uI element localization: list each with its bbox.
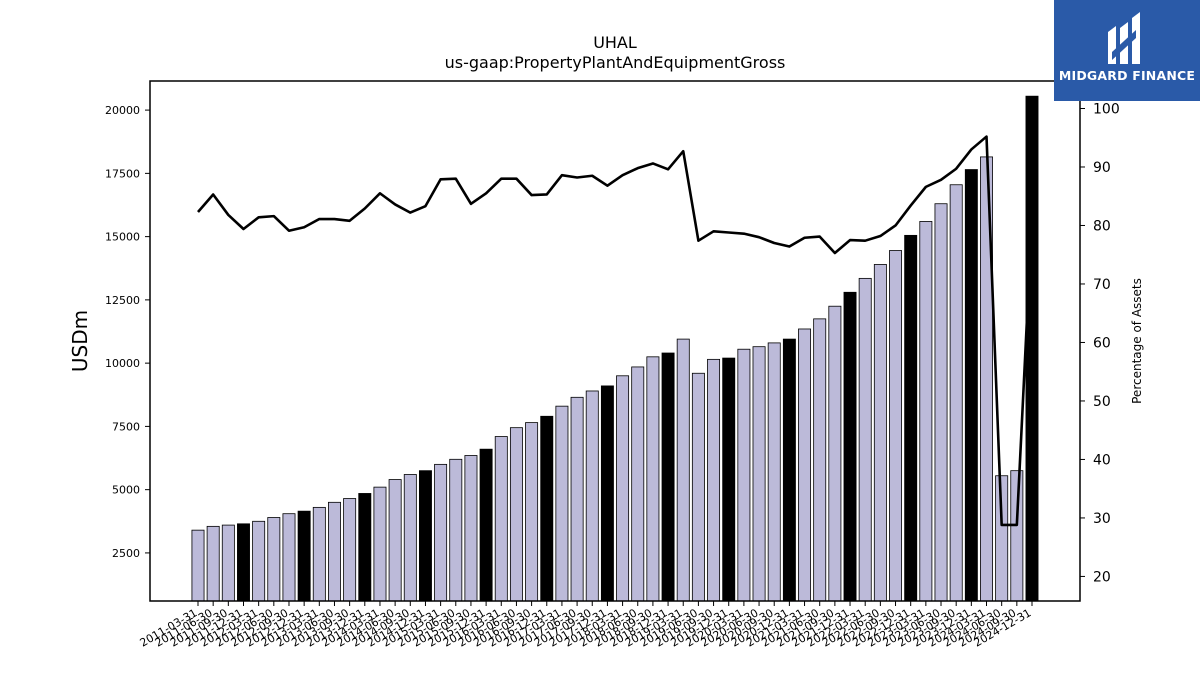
bar-2021-09-30 — [828, 305, 842, 602]
bar-2015-03-31 — [434, 463, 448, 602]
y-tick-label-right: 60 — [1093, 335, 1111, 351]
y-tick-label-left: 20000 — [105, 104, 140, 117]
bar-2022-09-30 — [889, 250, 902, 602]
bar-2019-12-31 — [722, 357, 736, 602]
bar-2019-06-30 — [691, 372, 705, 602]
bar-2019-03-31 — [676, 338, 690, 602]
bar-2022-12-31 — [904, 234, 918, 602]
bar-2017-06-30 — [570, 396, 584, 602]
logo-mark-icon — [1108, 12, 1140, 64]
y-tick-label-right: 30 — [1093, 511, 1111, 527]
bar-2016-12-31 — [540, 415, 554, 602]
bar-2012-12-31 — [297, 510, 311, 602]
bar-2016-06-30 — [509, 427, 523, 602]
y-tick-label-left: 10000 — [105, 357, 140, 370]
bar-2020-09-30 — [767, 342, 781, 602]
bar-group — [191, 95, 1039, 602]
y-tick-label-right: 70 — [1093, 277, 1111, 293]
bar-2021-06-30 — [813, 318, 827, 602]
bar-2017-03-31 — [555, 405, 569, 602]
bar-2017-09-30 — [585, 390, 599, 602]
bar-2021-03-31 — [798, 328, 812, 602]
y-tick-label-left: 2500 — [112, 547, 140, 560]
y-tick-label-left: 12500 — [105, 294, 140, 307]
bar-2011-03-31 — [191, 529, 205, 602]
bar-2018-06-30 — [631, 366, 645, 602]
bar-2024-12-31 — [1025, 95, 1039, 602]
bar-2024-09-30 — [1010, 470, 1024, 602]
y-axis-title-right: Percentage of Assets — [1130, 278, 1144, 404]
bar-2013-03-31 — [312, 506, 326, 602]
x-axis: 2011-03-312011-06-302011-09-302011-12-31… — [138, 601, 1034, 650]
y-tick-label-right: 40 — [1093, 452, 1111, 468]
bar-2011-09-30 — [221, 524, 235, 602]
bar-2012-06-30 — [267, 517, 281, 602]
y-tick-label-right: 100 — [1093, 101, 1120, 117]
y-tick-label-left: 5000 — [112, 484, 140, 497]
bar-2023-03-31 — [919, 221, 933, 602]
y-tick-label-right: 50 — [1093, 394, 1111, 410]
bar-2014-06-30 — [388, 479, 402, 602]
bar-2011-06-30 — [206, 525, 220, 602]
bar-2016-09-30 — [525, 422, 539, 602]
bar-2012-03-31 — [252, 520, 266, 602]
bar-2018-03-31 — [616, 375, 630, 602]
bar-2015-12-31 — [479, 448, 493, 602]
bar-2015-06-30 — [449, 458, 463, 602]
y-tick-label-left: 17500 — [105, 167, 140, 180]
chart-title: UHAL — [593, 33, 637, 52]
bar-2011-12-31 — [237, 523, 250, 602]
logo-wordmark: MIDGARD FINANCE — [1058, 68, 1196, 83]
bar-2017-12-31 — [600, 385, 614, 602]
y-tick-label-right: 20 — [1093, 569, 1111, 585]
bar-2018-09-30 — [646, 356, 660, 602]
bar-2023-12-31 — [964, 169, 978, 602]
bar-2020-12-31 — [782, 338, 796, 602]
bar-2022-06-30 — [873, 264, 887, 602]
bar-2023-06-30 — [934, 203, 948, 602]
percentage-of-assets-line — [197, 135, 1034, 527]
y-tick-label-left: 15000 — [105, 231, 140, 244]
y-tick-label-right: 90 — [1093, 160, 1111, 176]
bar-2023-09-30 — [949, 184, 963, 602]
bar-2013-12-31 — [358, 493, 372, 602]
y-axis-title-left: USDm — [68, 310, 92, 372]
bar-2015-09-30 — [464, 455, 478, 602]
bar-2018-12-31 — [661, 352, 675, 602]
plot-frame — [149, 80, 1081, 602]
bar-2012-09-30 — [282, 513, 296, 602]
line-layer — [197, 135, 1034, 527]
bar-2013-06-30 — [328, 501, 341, 602]
bar-2014-12-31 — [418, 470, 432, 602]
bar-2022-03-31 — [858, 277, 872, 602]
bar-2019-09-30 — [707, 358, 721, 602]
chart-subtitle: us-gaap:PropertyPlantAndEquipmentGross — [445, 53, 786, 72]
bar-2020-03-31 — [737, 348, 751, 602]
bar-2013-09-30 — [343, 498, 357, 602]
midgard-finance-logo: MIDGARD FINANCE — [1054, 0, 1200, 101]
bar-2014-03-31 — [373, 486, 387, 602]
y-tick-label-right: 80 — [1093, 218, 1111, 234]
bar-2016-03-31 — [494, 436, 508, 602]
y-tick-label-left: 7500 — [112, 420, 140, 433]
y-axis-right: 20 30 40 50 60 70 80 90 100 — [1080, 101, 1120, 585]
bar-2020-06-30 — [752, 346, 766, 602]
y-axis-left: 2500 5000 7500 10000 12500 15000 17500 20000 — [105, 104, 150, 560]
bar-2021-12-31 — [843, 291, 857, 602]
bar-2014-09-30 — [403, 474, 417, 602]
